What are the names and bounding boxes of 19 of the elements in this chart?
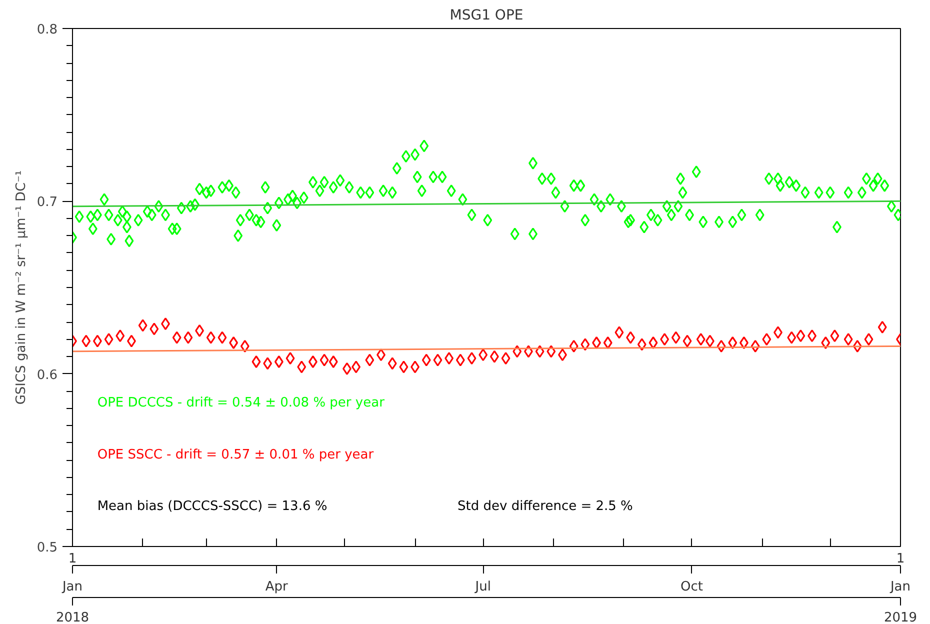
x-tick-label: Jul [474, 580, 491, 594]
annotation: Mean bias (DCCCS-SSCC) = 13.6 % [97, 499, 328, 514]
annotation: OPE DCCCS - drift = 0.54 ± 0.08 % per year [97, 396, 386, 411]
x-tick-label: Jan [889, 580, 911, 594]
x-tick-label: Oct [680, 580, 704, 594]
annotation: Std dev difference = 2.5 % [458, 499, 633, 514]
text: 2018 [56, 610, 90, 624]
text: 1 [68, 552, 77, 566]
y-axis-title: GSICS gain in W m⁻² sr⁻¹ μm⁻¹ DC⁻¹ [14, 170, 29, 405]
y-tick-label: 0.6 [36, 368, 58, 383]
y-tick-label: 0.8 [36, 22, 58, 38]
text: 1 [896, 552, 905, 566]
x-tick-label: Jan [61, 580, 83, 594]
text: 2019 [884, 610, 918, 624]
chart-title: MSG1 OPE [450, 8, 524, 24]
x-tick-label: Apr [265, 580, 289, 594]
y-tick-label: 0.7 [36, 195, 58, 210]
annotation: OPE SSCC - drift = 0.57 ± 0.01 % per year [97, 447, 374, 462]
y-tick-label: 0.5 [36, 540, 58, 556]
